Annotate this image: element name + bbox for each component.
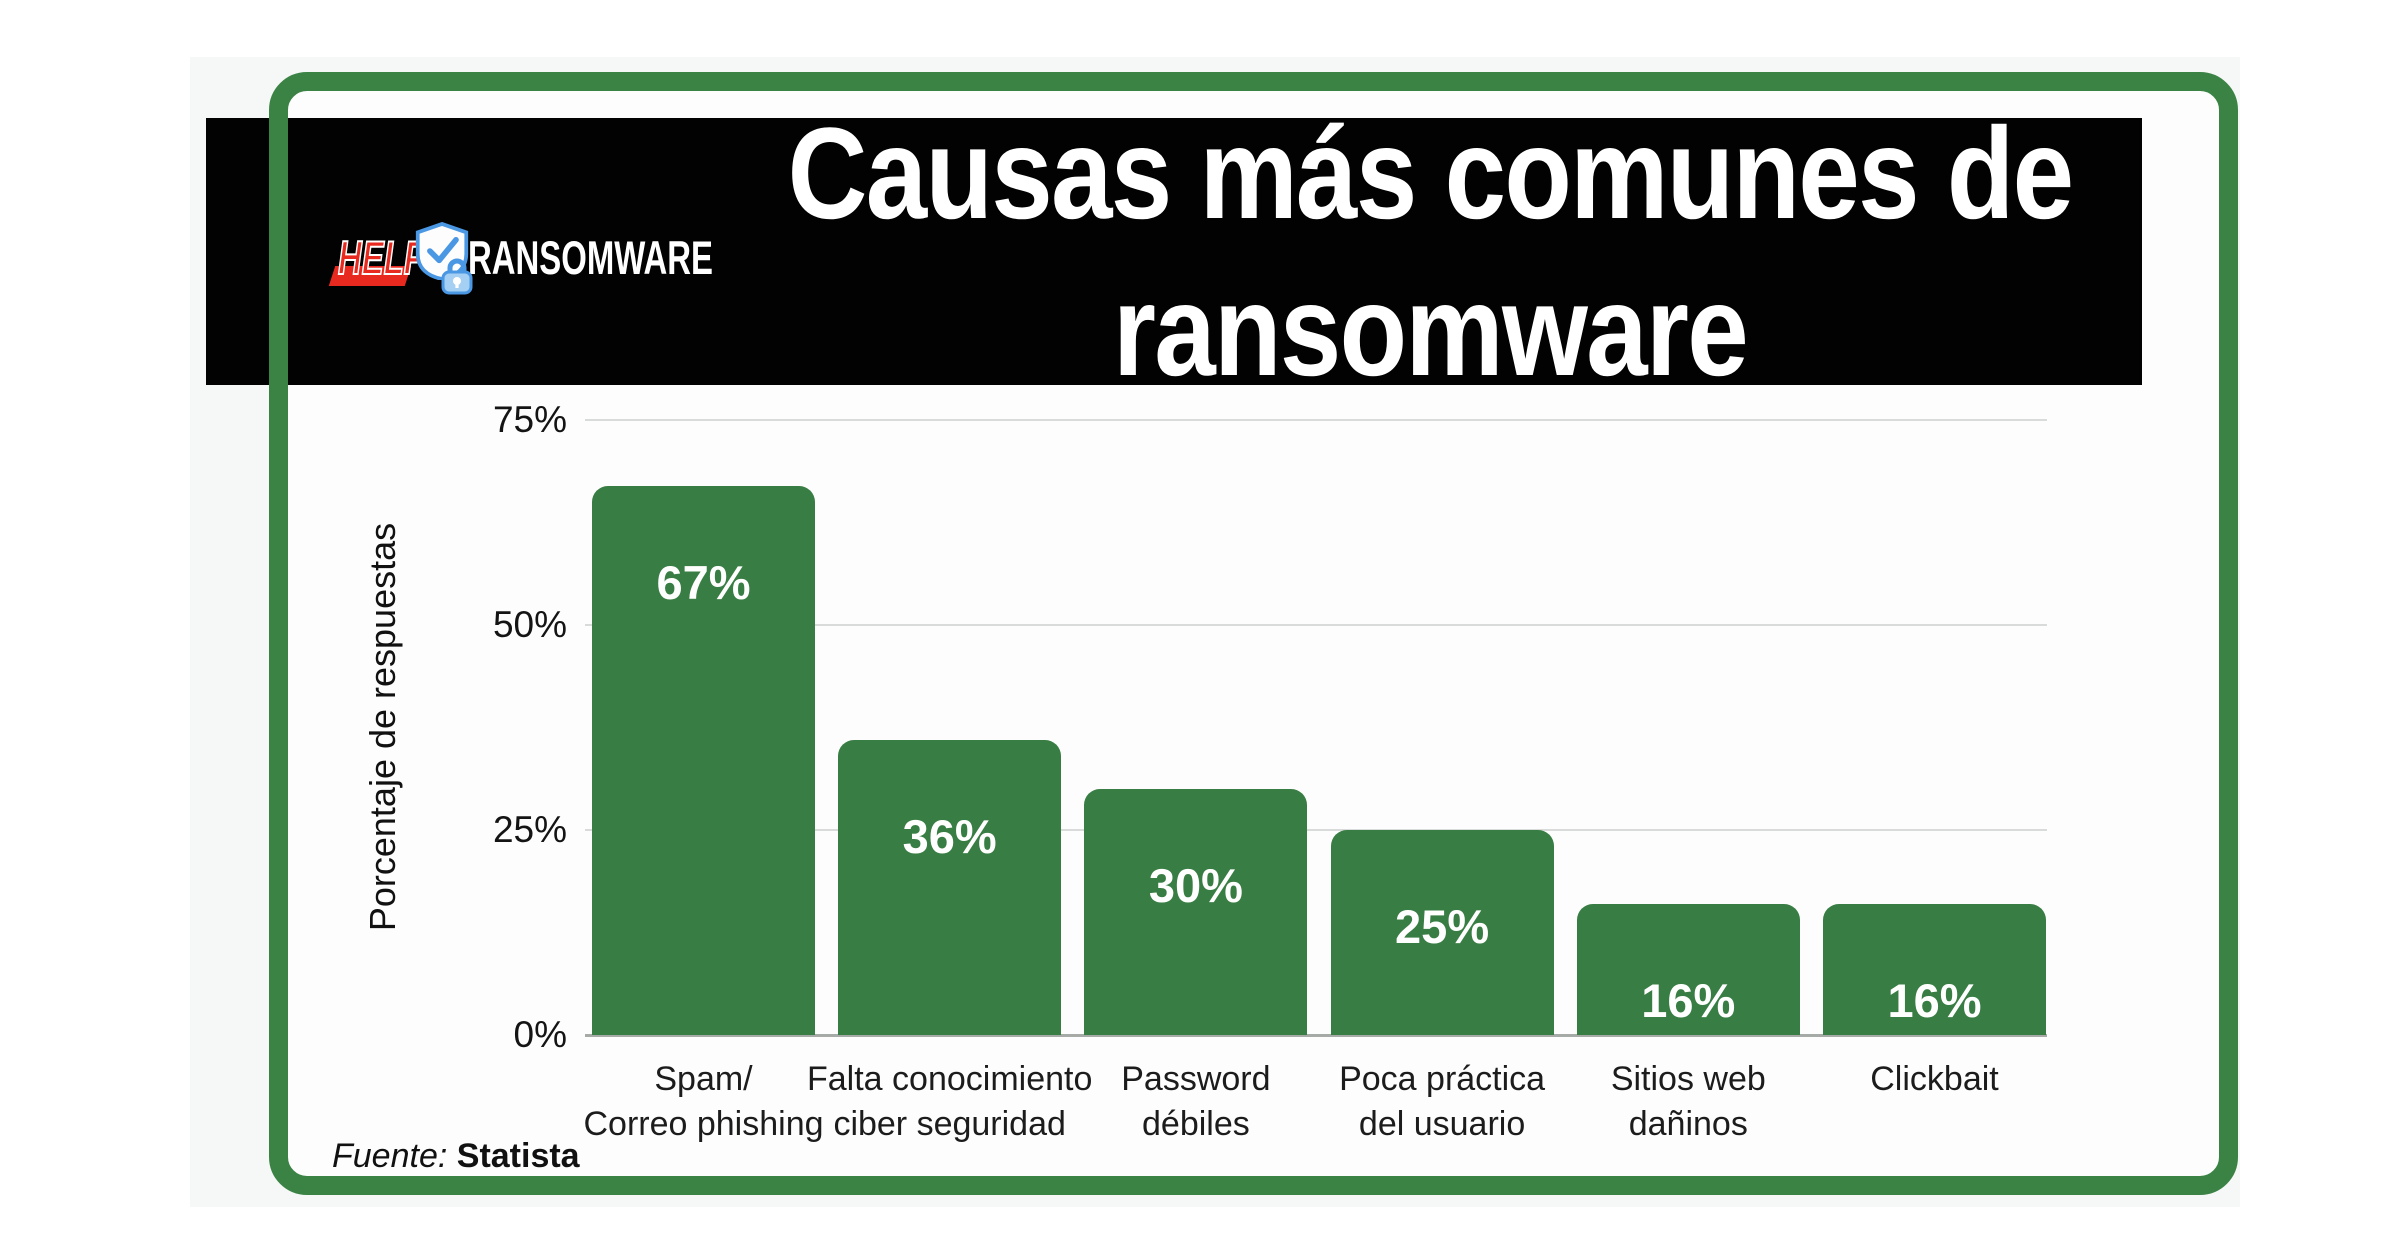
x-axis-label-line: del usuario: [1358, 1105, 1526, 1143]
bar-1: 36%: [838, 739, 1062, 1035]
y-axis-title: Porcentaje de respuestas: [362, 522, 403, 932]
x-axis-label-line: ciber seguridad: [833, 1105, 1066, 1143]
gridline-75%: [585, 419, 2047, 421]
logo-help-text: HELP: [337, 230, 426, 285]
x-axis-label-1: Falta conocimiento ciber seguridad: [740, 1057, 1160, 1147]
chart-title: Causas más comunes de ransomware: [788, 100, 2074, 403]
gridline-50%: [585, 624, 2047, 626]
bar-0: 67%: [592, 485, 815, 1035]
bar-3: 25%: [1330, 830, 1554, 1035]
lock-icon: [441, 258, 473, 295]
x-axis-label-line: dañinos: [1628, 1105, 1748, 1143]
x-axis-label-line: Sitios web: [1610, 1060, 1766, 1098]
y-tick-label: 50%: [492, 604, 567, 645]
bar-4: 16%: [1576, 903, 1800, 1035]
bar-value-label: 30%: [1148, 859, 1243, 912]
x-axis-label-2: Password débiles: [986, 1057, 1406, 1147]
bar-value-label: 25%: [1395, 900, 1490, 953]
gridline-25%: [585, 829, 2047, 831]
x-axis-label-line: Correo phishing: [583, 1105, 824, 1143]
source-name: Statista: [456, 1137, 580, 1175]
bar-2: 30%: [1084, 789, 1308, 1035]
x-axis-label-3: Poca práctica del usuario: [1232, 1057, 1652, 1147]
source-prefix: Fuente:: [332, 1137, 448, 1175]
bar-value-label: 16%: [1887, 973, 1982, 1027]
x-axis-label-0: Spam/Correo phishing: [494, 1057, 914, 1147]
bar-value-label: 67%: [656, 555, 751, 609]
y-tick-label: 0%: [513, 1014, 567, 1055]
bar-5: 16%: [1823, 903, 2046, 1035]
x-axis-label-line: Spam/: [654, 1060, 753, 1098]
header-band: [206, 118, 2142, 385]
x-axis-label-line: Clickbait: [1870, 1060, 1999, 1098]
y-tick-label: 25%: [492, 809, 567, 850]
chart-title-line1: Causas más comunes de: [787, 99, 2074, 246]
y-tick-label: 75%: [492, 399, 567, 440]
x-axis-label-line: débiles: [1142, 1105, 1250, 1143]
bar-value-label: 16%: [1641, 973, 1736, 1027]
logo-ransomware-text: RANSOMWARE: [468, 231, 713, 284]
source-note: Fuente: Statista: [332, 1134, 580, 1178]
chart-title-line2: ransomware: [1112, 256, 1749, 403]
brand-logo: HELP RANSOMWARE: [328, 222, 738, 302]
x-axis-label-5: Clickbait: [1725, 1057, 2145, 1102]
x-axis-label-line: Password: [1121, 1060, 1271, 1098]
x-axis-label-line: Falta conocimiento: [807, 1060, 1093, 1098]
x-axis-line: [585, 1034, 2047, 1037]
bar-value-label: 36%: [902, 809, 997, 863]
x-axis-label-4: Sitios web dañinos: [1478, 1057, 1898, 1147]
x-axis-label-line: Poca práctica: [1339, 1060, 1546, 1098]
